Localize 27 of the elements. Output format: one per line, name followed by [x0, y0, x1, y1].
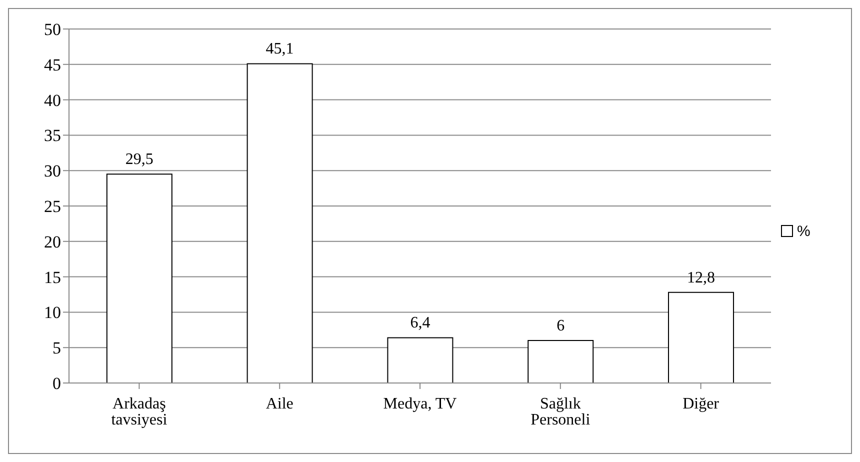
- y-tick-label: 15: [44, 268, 61, 287]
- x-tick-label: Aile: [266, 395, 294, 412]
- x-tick-label: Arkadaş tavsiyesi: [111, 395, 168, 428]
- y-tick-label: 20: [44, 232, 61, 252]
- data-label: 45,1: [266, 40, 294, 58]
- y-tick-label: 45: [44, 55, 61, 74]
- x-tick-label: Diğer: [682, 395, 720, 412]
- bar: [668, 292, 734, 383]
- y-tick-label: 25: [44, 197, 61, 216]
- y-tick-label: 35: [44, 126, 61, 146]
- data-label: 6,4: [410, 314, 430, 332]
- data-label: 12,8: [687, 269, 716, 286]
- data-label: 29,5: [125, 151, 154, 168]
- bar: [387, 337, 454, 383]
- bar: [246, 63, 313, 383]
- y-tick-label: 0: [52, 374, 61, 394]
- x-tick-label: Medya, TV: [383, 395, 458, 412]
- y-tick-label: 40: [44, 90, 61, 110]
- y-tick-label: 30: [44, 162, 61, 181]
- y-tick-label: 10: [44, 303, 61, 322]
- bar: [528, 340, 594, 383]
- y-tick-label: 50: [44, 20, 61, 40]
- x-tick-label: Sağlık Personeli: [530, 395, 591, 428]
- legend-label: %: [797, 222, 810, 240]
- data-label: 6: [556, 318, 565, 335]
- y-tick-label: 5: [52, 338, 61, 358]
- bar: [106, 174, 172, 383]
